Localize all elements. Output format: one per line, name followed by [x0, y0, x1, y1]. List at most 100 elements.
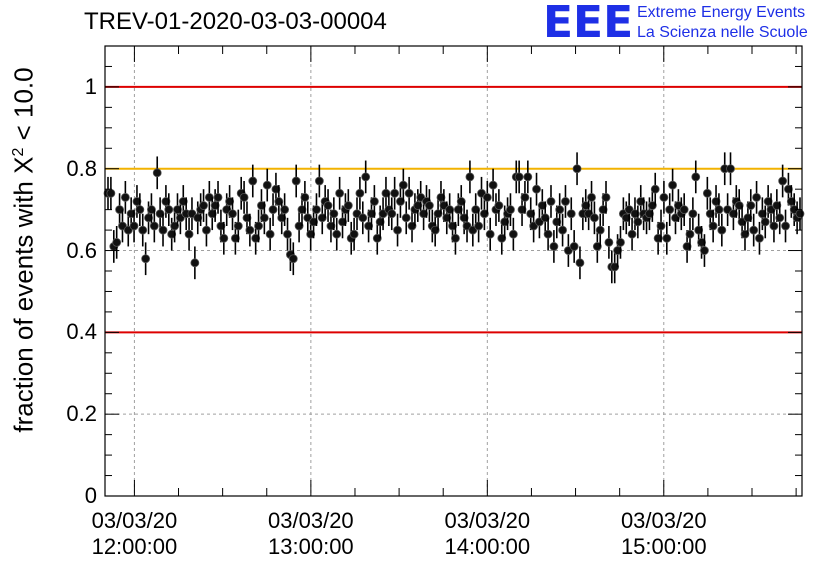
data-point: [283, 217, 292, 251]
data-point: [482, 181, 492, 214]
reference-lines: [105, 85, 802, 334]
data-point: [474, 209, 484, 243]
data-point: [665, 193, 675, 226]
data-point: [239, 181, 249, 214]
data-point: [679, 193, 689, 226]
data-point: [604, 226, 614, 259]
point-marker: [711, 197, 721, 206]
point-marker: [561, 197, 570, 206]
point-marker: [523, 172, 533, 182]
point-marker: [494, 201, 504, 210]
point-marker: [587, 192, 596, 202]
point-marker: [254, 221, 263, 231]
logo-line-2: La Scienza nelle Scuole: [637, 24, 808, 41]
data-point: [396, 185, 405, 218]
point-marker: [694, 225, 704, 235]
data-point: [508, 217, 518, 251]
point-marker: [355, 188, 365, 198]
point-marker: [650, 184, 660, 194]
y-axis-label-tail: < 10.0: [8, 67, 39, 148]
data-point: [433, 197, 443, 231]
point-marker: [598, 205, 608, 215]
point-marker: [135, 205, 145, 215]
point-marker: [164, 205, 174, 215]
point-marker: [604, 237, 614, 247]
data-point: [659, 181, 669, 214]
data-point: [349, 217, 359, 251]
data-point: [120, 181, 130, 214]
point-marker: [216, 221, 226, 231]
data-point: [404, 176, 414, 210]
point-marker: [372, 233, 382, 243]
data-point: [398, 168, 408, 202]
point-marker: [283, 229, 292, 239]
data-point: [219, 221, 229, 255]
grid-lines: [105, 46, 802, 496]
data-point: [708, 209, 718, 243]
point-marker: [474, 221, 484, 231]
data-point: [112, 226, 122, 259]
data-point: [601, 181, 611, 214]
data-point: [184, 217, 194, 251]
data-point: [312, 193, 321, 226]
point-marker: [708, 221, 718, 231]
point-marker: [259, 213, 269, 223]
point-marker: [485, 229, 495, 239]
point-marker: [178, 197, 188, 206]
point-marker: [225, 197, 235, 206]
data-point: [569, 230, 579, 263]
point-marker: [558, 225, 567, 235]
point-marker: [314, 176, 324, 186]
point-marker: [430, 225, 440, 235]
data-point: [650, 172, 660, 206]
point-marker: [129, 221, 139, 231]
chart-title: TREV-01-2020-03-03-00004: [84, 8, 387, 35]
point-marker: [375, 217, 385, 227]
x-tick-label: 03/03/20 14:00:00: [417, 508, 557, 560]
y-tick-label: 0.2: [66, 401, 97, 427]
point-marker: [581, 201, 591, 210]
point-marker: [155, 209, 165, 219]
data-point: [329, 197, 339, 231]
point-marker: [679, 205, 689, 215]
point-marker: [257, 201, 266, 210]
point-marker: [572, 164, 582, 174]
point-marker: [199, 201, 208, 210]
point-marker: [167, 229, 177, 239]
point-marker: [288, 254, 298, 264]
point-marker: [335, 188, 345, 198]
data-point: [358, 201, 368, 235]
point-marker: [358, 213, 368, 223]
data-point: [760, 205, 770, 239]
data-point: [587, 181, 596, 214]
point-marker: [665, 205, 675, 215]
data-point: [332, 217, 342, 251]
point-marker: [393, 225, 402, 235]
point-marker: [566, 209, 576, 219]
point-marker: [506, 205, 515, 215]
logo-text: Extreme Energy Events La Scienza nelle S…: [637, 3, 808, 43]
point-marker: [795, 209, 805, 219]
point-marker: [778, 176, 788, 186]
point-marker: [147, 205, 156, 215]
point-marker: [685, 229, 695, 239]
data-point: [199, 189, 208, 222]
data-points: [103, 152, 805, 284]
data-point: [595, 213, 605, 247]
data-point: [766, 193, 776, 226]
point-marker: [265, 229, 275, 239]
data-point: [372, 221, 382, 255]
data-point: [723, 193, 733, 226]
point-marker: [448, 221, 457, 231]
y-axis-label: fraction of events with X2 < 10.0: [9, 67, 40, 432]
point-marker: [662, 233, 672, 243]
data-point: [555, 193, 565, 226]
point-marker: [575, 258, 585, 268]
data-point: [685, 217, 695, 251]
point-marker: [508, 229, 518, 239]
data-point: [691, 160, 701, 194]
data-point: [355, 176, 365, 210]
data-point: [164, 193, 174, 226]
point-marker: [726, 164, 735, 174]
